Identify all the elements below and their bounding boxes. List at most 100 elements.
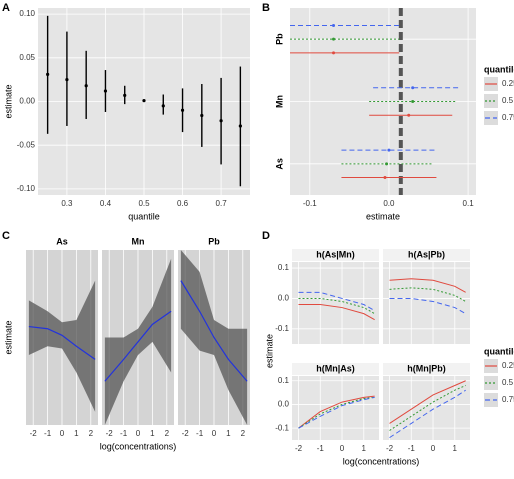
y-tick-label: 0.10 [19, 9, 35, 18]
x-tick-label: -0.1 [303, 199, 317, 208]
y-axis-label: estimate [3, 320, 13, 354]
plot-background [292, 262, 379, 344]
legend-title: quantile [484, 346, 514, 356]
legend-label: 0.5 [502, 96, 514, 105]
y-tick-label: -0.05 [17, 140, 36, 149]
line [298, 396, 375, 429]
point [65, 78, 69, 82]
strip-background [292, 249, 379, 261]
y-tick-label: 0.05 [19, 53, 35, 62]
point [332, 51, 336, 55]
x-axis-label: log(concentrations) [343, 456, 420, 466]
line [389, 380, 466, 424]
point [332, 37, 336, 41]
panel-label: A [2, 2, 10, 14]
x-axis-label: log(concentrations) [100, 441, 177, 451]
point [411, 100, 415, 103]
plot-background [292, 376, 379, 440]
x-tick-label: -1 [44, 429, 52, 438]
line [298, 304, 375, 321]
x-tick-label: -1 [196, 429, 204, 438]
y-tick-label: 0.0 [278, 294, 290, 303]
panel-label: C [2, 230, 10, 242]
point [84, 84, 88, 88]
point [238, 124, 242, 128]
facet-title: Mn [132, 236, 145, 246]
point [332, 23, 336, 27]
line [389, 385, 466, 431]
y-tick-label: As [274, 158, 284, 170]
strip-background [383, 363, 470, 375]
point [411, 86, 415, 90]
panel-label: B [262, 2, 270, 14]
point [123, 93, 127, 97]
x-tick-label: 2 [89, 429, 94, 438]
panel-label: D [262, 230, 270, 242]
point [219, 119, 223, 123]
line [389, 297, 466, 315]
y-tick-label: 0.0 [278, 400, 290, 409]
facet-title: h(As|Pb) [408, 249, 445, 259]
x-tick-label: 0.3 [61, 199, 73, 208]
y-axis-label: estimate [3, 84, 13, 118]
strip-background [383, 249, 470, 261]
y-tick-label: Pb [274, 33, 284, 45]
point [142, 99, 146, 103]
x-axis-label: quantile [128, 211, 160, 221]
x-tick-label: -2 [30, 429, 38, 438]
y-tick-label: -0.1 [275, 324, 289, 333]
x-tick-label: 0 [212, 429, 217, 438]
legend-key [484, 393, 498, 407]
x-tick-label: 2 [165, 429, 170, 438]
x-tick-label: 0.7 [216, 199, 228, 208]
x-tick-label: 1 [453, 444, 458, 453]
facet-title: h(As|Mn) [316, 249, 355, 259]
x-tick-label: 1 [74, 429, 79, 438]
x-tick-label: -2 [386, 444, 394, 453]
y-tick-label: 0.1 [278, 376, 290, 385]
line [298, 291, 375, 312]
line [180, 280, 248, 382]
point [180, 108, 185, 112]
y-tick-label: -0.1 [275, 423, 289, 432]
x-tick-label: 0.1 [463, 199, 475, 208]
plot-background [383, 262, 470, 344]
y-tick-label: Mn [274, 95, 284, 108]
legend-key [484, 111, 498, 125]
y-axis-label: estimate [264, 334, 274, 368]
facet-title: Pb [208, 236, 220, 246]
x-axis-label: estimate [366, 211, 400, 221]
line [104, 310, 172, 382]
x-tick-label: -1 [317, 444, 325, 453]
point [407, 113, 411, 117]
plot-background [383, 376, 470, 440]
line [298, 395, 375, 429]
x-tick-label: 1 [362, 444, 367, 453]
legend-title: quantile [484, 64, 514, 74]
x-tick-label: 0.6 [177, 199, 189, 208]
x-tick-label: 0 [431, 444, 436, 453]
x-tick-label: -2 [295, 444, 303, 453]
x-tick-label: -1 [408, 444, 416, 453]
line [298, 396, 375, 429]
y-tick-label: 0.1 [278, 263, 290, 272]
point [161, 104, 165, 108]
x-tick-label: -1 [120, 429, 128, 438]
legend-label: 0.75 [502, 113, 514, 122]
point [383, 176, 387, 180]
point [387, 148, 391, 152]
x-tick-label: 0.5 [138, 199, 150, 208]
x-tick-label: 1 [150, 429, 155, 438]
x-tick-label: -2 [106, 429, 114, 438]
point [200, 113, 204, 118]
legend-label: 0.75 [502, 395, 514, 404]
point [385, 162, 389, 166]
line [28, 325, 96, 360]
legend-label: 0.25 [502, 361, 514, 370]
line [389, 389, 466, 439]
facet-title: h(Mn|As) [316, 363, 355, 373]
facet-title: As [56, 236, 68, 246]
x-tick-label: 0.4 [100, 199, 112, 208]
x-tick-label: -2 [182, 429, 190, 438]
